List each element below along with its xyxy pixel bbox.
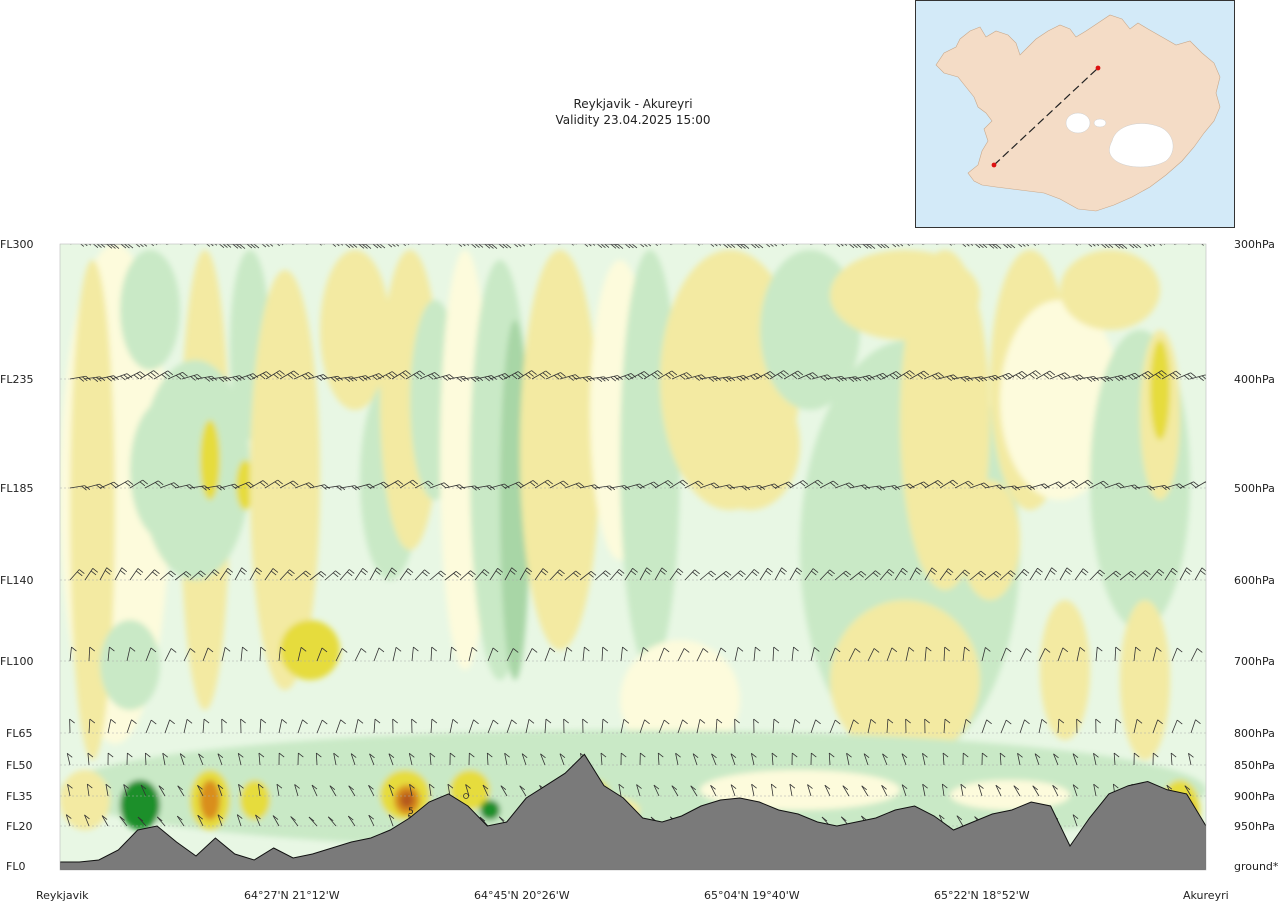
pressure-level-label: 300hPa [1234,238,1275,251]
route-location-label: Akureyri [1183,889,1229,902]
pressure-level-label: 400hPa [1234,373,1275,386]
route-location-label: 64°45'N 20°26'W [474,889,570,902]
route-location-label: 65°22'N 18°52'W [934,889,1030,902]
pressure-level-label: 700hPa [1234,655,1275,668]
flight-level-label: FL35 [6,790,32,803]
route-overview-map [915,0,1235,228]
pressure-level-label: 600hPa [1234,574,1275,587]
iceland-map [935,14,1221,212]
flight-level-label: FL235 [0,373,33,386]
glacier-hofsjokull [1093,118,1107,128]
flight-level-label: FL0 [6,860,25,873]
chart-title: Reykjavik - Akureyri [573,97,693,111]
pressure-axis: 300hPa 400hPa 500hPa 600hPa 700hPa 800hPa 850h… [1234,238,1279,873]
severity-circle [463,793,469,799]
route-location-axis: Reykjavik 64°27'N 21°12'W 64°45'N 20°26'W 6… [36,889,1229,902]
chart-title-block: Reykjavik - Akureyri Validity 23.04.2025… [533,96,733,128]
flight-level-label: FL65 [6,727,32,740]
pressure-level-label: ground* [1234,860,1279,873]
plot-frame [59,243,1207,871]
pressure-level-label: 800hPa [1234,727,1275,740]
flight-level-label: FL140 [0,574,33,587]
pressure-level-label: 900hPa [1234,790,1275,803]
glacier-langjokull [1065,112,1091,134]
route-location-label: 64°27'N 21°12'W [244,889,340,902]
flight-level-label: FL50 [6,759,32,772]
route-location-label: 65°04'N 19°40'W [704,889,800,902]
chart-validity: Validity 23.04.2025 15:00 [555,113,711,127]
pressure-level-label: 500hPa [1234,482,1275,495]
route-end-marker [1095,65,1101,71]
flight-level-label: FL20 [6,820,32,833]
flight-level-label: FL300 [0,238,33,251]
route-start-marker [991,162,997,168]
flight-level-axis: FL300 FL235 FL185 FL140 FL100 FL65 FL50 FL35 FL2… [0,238,33,873]
flight-level-label: FL100 [0,655,33,668]
terrain-profile [60,753,1206,870]
flight-level-label: FL185 [0,482,33,495]
route-location-label: Reykjavik [36,889,89,902]
glacier-vatnajokull [1109,123,1174,168]
severity-mark: 5 [408,807,414,817]
turbulence-field: 5 [60,244,1206,870]
pressure-level-label: 850hPa [1234,759,1275,772]
pressure-level-label: 950hPa [1234,820,1275,833]
